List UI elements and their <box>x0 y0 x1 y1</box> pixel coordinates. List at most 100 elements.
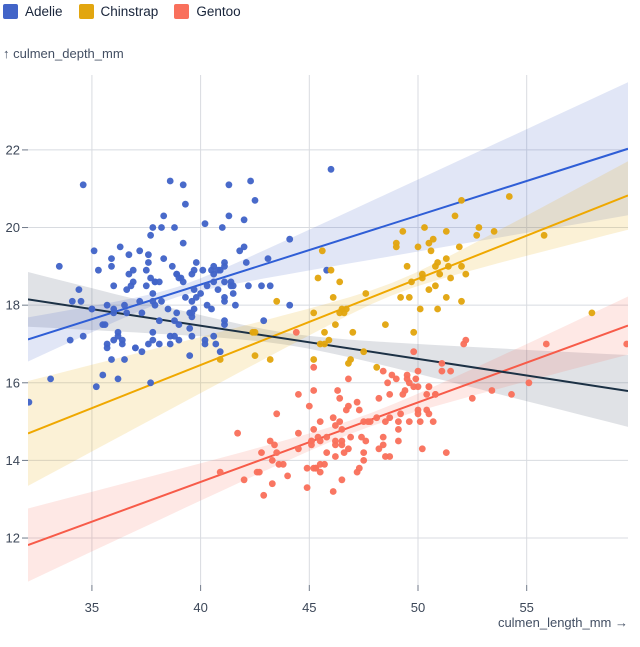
data-point <box>214 286 222 293</box>
data-point <box>136 247 144 255</box>
data-point <box>323 433 331 441</box>
data-point <box>316 468 324 476</box>
data-point <box>108 262 115 270</box>
data-point <box>432 262 439 270</box>
data-point <box>395 437 402 445</box>
data-point <box>190 286 198 293</box>
data-point <box>345 375 352 383</box>
data-point <box>525 379 533 387</box>
data-point <box>158 297 165 305</box>
x-tick-label: 35 <box>85 600 99 615</box>
data-point <box>475 224 483 231</box>
data-point <box>284 472 291 480</box>
data-point <box>260 317 268 325</box>
data-point <box>214 266 222 274</box>
data-point <box>77 297 85 305</box>
data-point <box>208 305 215 313</box>
data-point <box>414 243 422 251</box>
data-point <box>332 422 339 429</box>
data-point <box>318 247 326 255</box>
data-point <box>188 309 196 317</box>
data-point <box>316 437 324 445</box>
data-point <box>145 251 152 259</box>
legend-label-adelie: Adelie <box>25 4 63 19</box>
data-point <box>382 418 389 425</box>
data-point <box>28 398 33 406</box>
data-point <box>149 224 157 231</box>
data-point <box>540 231 548 239</box>
data-point <box>451 212 459 220</box>
data-point <box>310 464 318 472</box>
data-point <box>425 286 433 293</box>
data-point <box>197 290 205 297</box>
data-point <box>273 297 281 305</box>
data-point <box>429 418 437 425</box>
data-point <box>232 301 239 309</box>
data-point <box>403 375 411 383</box>
data-point <box>229 282 237 290</box>
data-point <box>384 379 391 387</box>
data-point <box>295 445 302 453</box>
data-point <box>395 418 402 425</box>
data-point <box>418 274 426 282</box>
data-point <box>79 181 87 189</box>
data-point <box>442 449 450 456</box>
data-point <box>434 305 441 313</box>
data-point <box>166 177 174 185</box>
data-point <box>138 348 146 356</box>
data-point <box>421 224 428 231</box>
legend-swatch-adelie <box>3 4 18 19</box>
data-point <box>388 371 396 379</box>
data-point <box>175 274 183 282</box>
data-point <box>336 418 344 425</box>
data-point <box>345 402 352 410</box>
data-point <box>279 460 287 468</box>
points-adelie <box>28 165 335 406</box>
y-tick-label: 16 <box>6 375 20 390</box>
data-point <box>397 410 404 418</box>
data-point <box>160 255 168 262</box>
data-point <box>382 321 389 328</box>
data-point <box>336 278 344 286</box>
y-axis-title: ↑ culmen_depth_mm <box>3 46 124 61</box>
data-point <box>55 262 63 270</box>
data-point <box>266 356 274 363</box>
data-point <box>236 247 244 255</box>
data-point <box>303 484 311 491</box>
data-point <box>355 406 363 414</box>
data-point <box>310 387 318 394</box>
data-point <box>405 294 413 301</box>
data-point <box>145 340 152 348</box>
data-point <box>166 340 174 348</box>
data-point <box>458 197 465 204</box>
data-point <box>295 391 302 398</box>
data-point <box>314 274 322 282</box>
data-point <box>147 231 155 239</box>
data-point <box>221 321 228 328</box>
data-point <box>329 294 337 301</box>
points-gentoo <box>216 328 628 499</box>
data-point <box>218 224 226 231</box>
data-point <box>505 193 513 200</box>
data-point <box>121 301 128 309</box>
data-point <box>266 282 274 290</box>
data-point <box>353 398 361 406</box>
data-point <box>405 418 413 425</box>
data-point <box>345 360 352 367</box>
data-point <box>108 356 115 363</box>
data-point <box>458 262 465 270</box>
data-point <box>418 445 426 453</box>
y-tick-label: 20 <box>6 220 20 235</box>
data-point <box>508 391 515 398</box>
data-point <box>142 282 150 290</box>
data-point <box>310 363 318 371</box>
data-point <box>258 449 265 456</box>
x-tick-label: 45 <box>302 600 316 615</box>
x-tick-label: 55 <box>519 600 533 615</box>
data-point <box>155 317 163 325</box>
data-point <box>68 297 76 305</box>
data-point <box>588 309 596 317</box>
data-point <box>345 445 352 453</box>
data-point <box>145 259 152 266</box>
legend-label-gentoo: Gentoo <box>196 4 241 19</box>
